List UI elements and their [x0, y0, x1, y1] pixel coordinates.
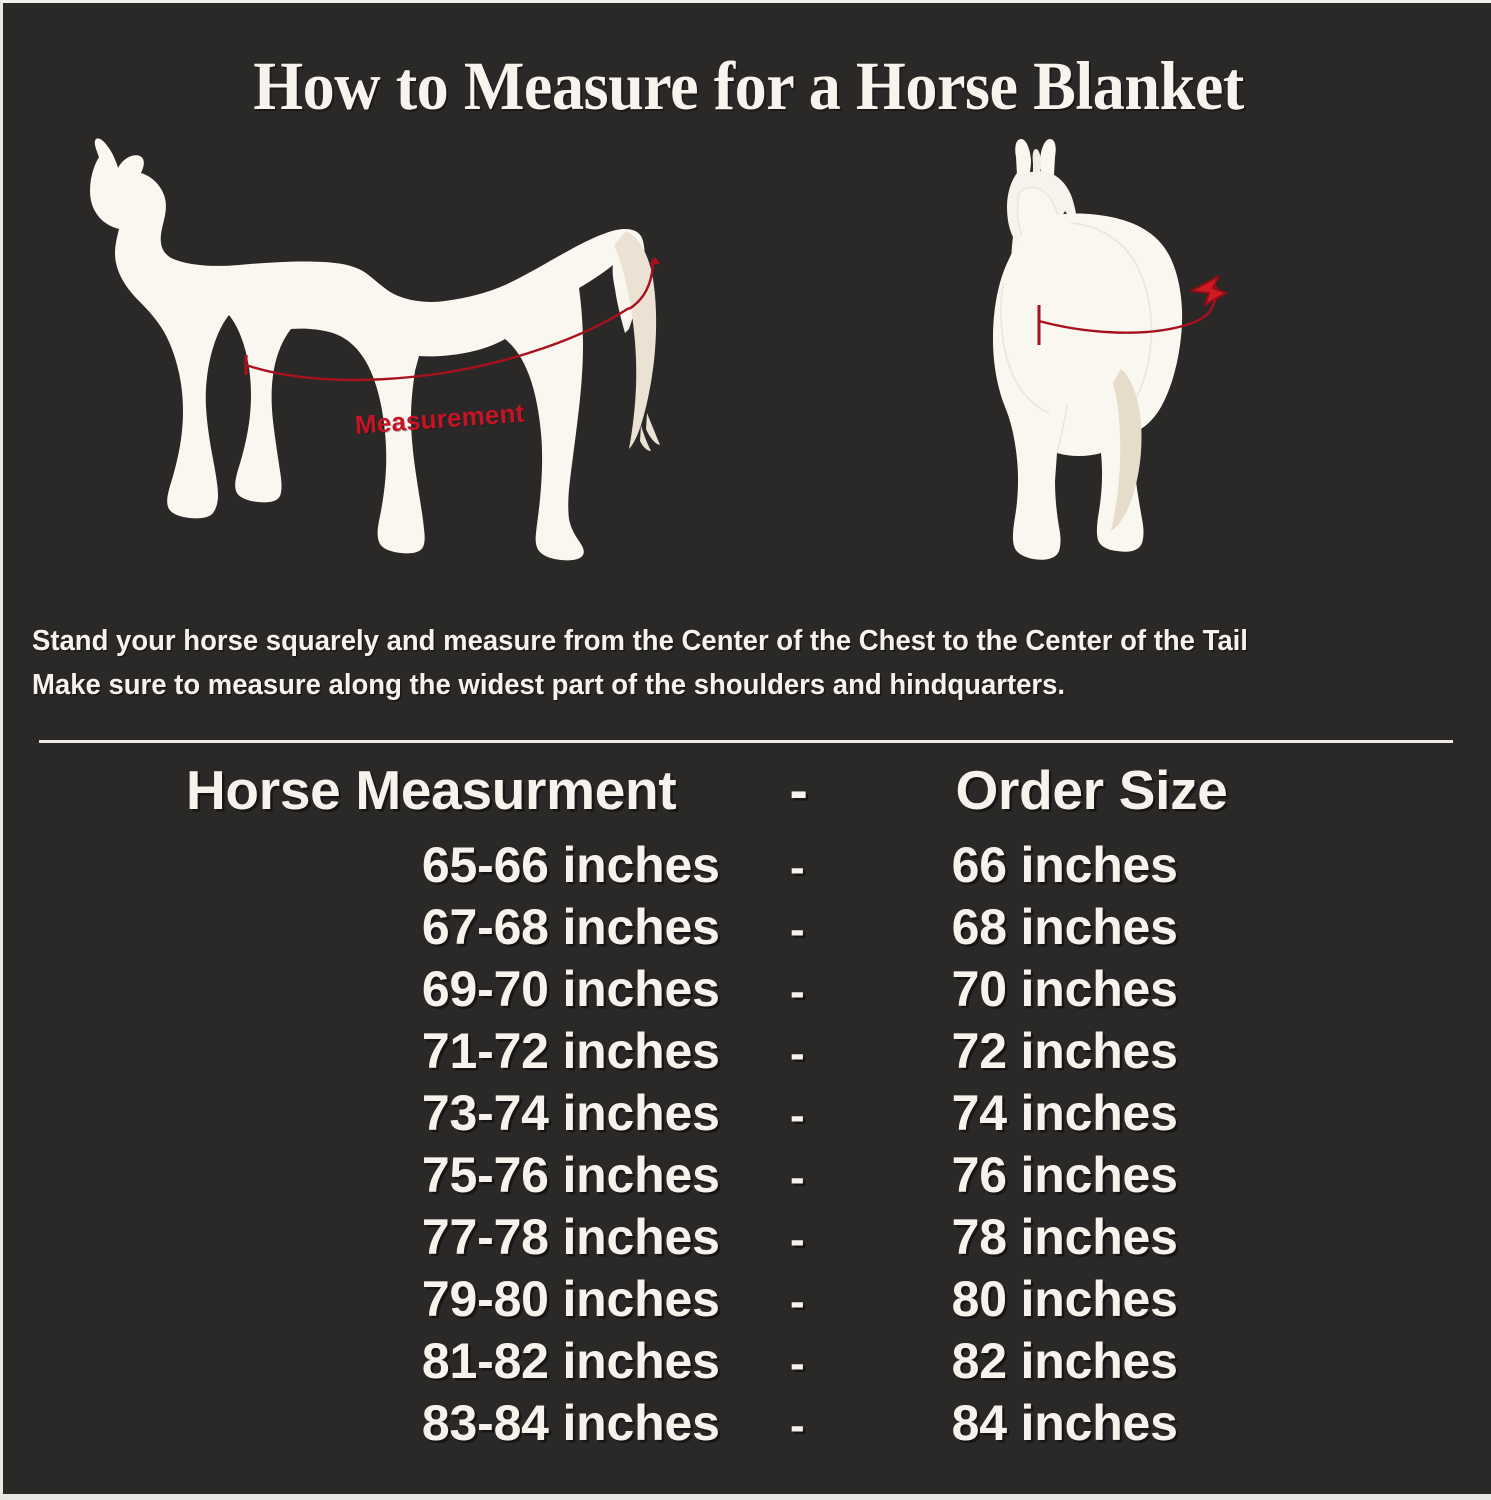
table-row: 73-74 inches - 74 inches [3, 1084, 1491, 1146]
cell-order-size: 74 inches [951, 1085, 1178, 1141]
cell-measurement: 65-66 inches [421, 837, 720, 893]
cell-separator: - [789, 905, 805, 954]
cell-separator: - [789, 1029, 805, 1078]
cell-separator: - [789, 1215, 805, 1264]
cell-order-size: 68 inches [951, 899, 1178, 955]
table-row: 69-70 inches - 70 inches [3, 960, 1491, 1022]
table-header-row: Horse Measurment - Order Size [3, 758, 1491, 836]
cell-separator: - [789, 1091, 805, 1140]
cell-separator: - [789, 967, 805, 1016]
cell-order-size: 78 inches [951, 1209, 1178, 1265]
instructions-line-2: Make sure to measure along the widest pa… [32, 669, 1066, 701]
size-chart-table: Horse Measurment - Order Size 65-66 inch… [3, 758, 1491, 1456]
cell-separator: - [789, 843, 805, 892]
instructions-text: Stand your horse squarely and measure fr… [32, 619, 1414, 707]
column-header-order-size: Order Size [955, 759, 1228, 821]
cell-order-size: 70 inches [951, 961, 1178, 1017]
column-header-measurement: Horse Measurment [186, 759, 677, 821]
cell-measurement: 71-72 inches [421, 1023, 720, 1079]
table-row: 81-82 inches - 82 inches [3, 1332, 1491, 1394]
cell-order-size: 82 inches [951, 1333, 1178, 1389]
cell-order-size: 84 inches [951, 1395, 1178, 1451]
cell-separator: - [789, 1277, 805, 1326]
page-title: How to Measure for a Horse Blanket [253, 48, 1244, 124]
cell-separator: - [789, 1153, 805, 1202]
cell-order-size: 76 inches [951, 1147, 1178, 1203]
illustration-area: Measurement [3, 133, 1491, 588]
cell-order-size: 72 inches [951, 1023, 1178, 1079]
cell-measurement: 79-80 inches [421, 1271, 720, 1327]
horse-side-view-icon [90, 138, 660, 561]
cell-measurement: 69-70 inches [421, 961, 720, 1017]
cell-order-size: 66 inches [951, 837, 1178, 893]
table-row: 83-84 inches - 84 inches [3, 1394, 1491, 1456]
cell-measurement: 75-76 inches [421, 1147, 720, 1203]
table-row: 71-72 inches - 72 inches [3, 1022, 1491, 1084]
cell-measurement: 67-68 inches [421, 899, 720, 955]
cell-measurement: 73-74 inches [421, 1085, 720, 1141]
cell-separator: - [789, 1401, 805, 1450]
cell-separator: - [789, 1339, 805, 1388]
cell-measurement: 83-84 inches [421, 1395, 720, 1451]
cell-measurement: 77-78 inches [421, 1209, 720, 1265]
table-row: 75-76 inches - 76 inches [3, 1146, 1491, 1208]
cell-measurement: 81-82 inches [421, 1333, 720, 1389]
section-divider [39, 740, 1453, 743]
instructions-line-1: Stand your horse squarely and measure fr… [32, 625, 1248, 657]
column-header-separator: - [789, 759, 808, 821]
table-row: 67-68 inches - 68 inches [3, 898, 1491, 960]
table-row: 77-78 inches - 78 inches [3, 1208, 1491, 1270]
cell-order-size: 80 inches [951, 1271, 1178, 1327]
table-row: 79-80 inches - 80 inches [3, 1270, 1491, 1332]
horse-rear-view-icon [993, 139, 1227, 560]
table-row: 65-66 inches - 66 inches [3, 836, 1491, 898]
